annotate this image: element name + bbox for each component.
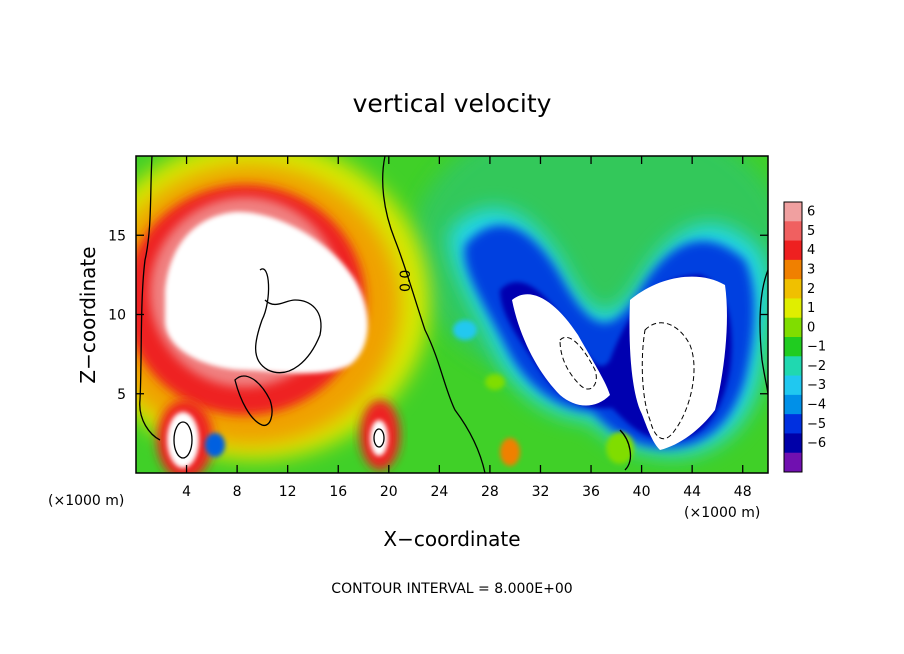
downdraft-core-right: [629, 276, 727, 450]
colorbar-label: −2: [807, 359, 826, 374]
chart-title: vertical velocity: [353, 89, 552, 118]
colorbar-swatch: [784, 394, 802, 415]
velocity-field: [136, 156, 768, 473]
colorbar-swatch: [784, 317, 802, 338]
colorbar-label: 5: [807, 224, 815, 239]
colorbar: 6 5 4 3 2 1 0 −1 −2 −3 −4 −5 −6: [783, 201, 826, 473]
y-tick-label: 10: [108, 308, 126, 324]
colorbar-label: 3: [807, 263, 815, 278]
colorbar-label: 2: [807, 282, 815, 297]
x-axis-ticks: 4 8 12 16 20 24 28 32 36 40 44 48: [182, 156, 752, 500]
colorbar-label: 4: [807, 243, 815, 258]
contour-inner-2: [234, 375, 273, 427]
colorbar-swatch: [784, 298, 802, 319]
x-tick-label: 36: [582, 484, 600, 500]
contour-zero-left: [139, 156, 161, 441]
x-tick-label: 44: [683, 484, 701, 500]
x-tick-label: 28: [481, 484, 499, 500]
x-tick-label: 48: [734, 484, 752, 500]
contour-negative-1: [559, 337, 597, 390]
colorbar-label: −3: [807, 378, 826, 393]
colorbar-swatch: [784, 221, 802, 242]
colorbar-swatch: [784, 337, 802, 357]
colorbar-swatch: [784, 202, 802, 222]
x-tick-label: 24: [430, 484, 448, 500]
x-tick-label: 32: [532, 484, 550, 500]
colorbar-frame: [783, 201, 803, 473]
updraft-core: [165, 211, 368, 374]
colorbar-label: 1: [807, 301, 815, 316]
contour-zero-right: [759, 269, 768, 396]
x-tick-label: 20: [380, 484, 398, 500]
x-unit-label: (×1000 m): [684, 505, 760, 521]
x-tick-label: 12: [279, 484, 297, 500]
contour-plume-2: [373, 428, 385, 448]
colorbar-swatch: [784, 259, 802, 280]
x-tick-label: 8: [233, 484, 242, 500]
x-tick-label: 40: [633, 484, 651, 500]
colorbar-label: −6: [807, 436, 826, 451]
colorbar-swatch: [784, 240, 802, 261]
x-axis-label: X−coordinate: [383, 527, 520, 551]
colorbar-label: −5: [807, 417, 826, 432]
contour-label: 0.0: [398, 270, 414, 292]
y-axis-ticks: 5 10 15: [108, 228, 768, 403]
contour-negative-2: [641, 322, 695, 440]
colorbar-swatch: [784, 375, 802, 396]
colorbar-label: −4: [807, 398, 826, 413]
colorbar-swatch: [784, 279, 802, 299]
y-axis-label: Z−coordinate: [76, 246, 100, 383]
colorbar-swatch: [784, 433, 802, 454]
negative-contours: [559, 322, 695, 440]
y-tick-label: 15: [108, 228, 126, 244]
contour-plume-1: [173, 421, 193, 459]
colorbar-swatch: [784, 452, 802, 473]
y-tick-label: 5: [117, 387, 126, 403]
x-tick-label: 16: [329, 484, 347, 500]
y-unit-label: (×1000 m): [48, 493, 124, 509]
contour-zero-middle: [382, 156, 486, 473]
contour-zero-low: [619, 429, 632, 471]
colorbar-swatch: [784, 356, 802, 377]
colorbar-label: 0: [807, 320, 815, 335]
colorbar-label: 6: [807, 205, 815, 220]
x-tick-label: 4: [182, 484, 191, 500]
contour-inner-1: [254, 268, 322, 374]
contour-lines: [139, 156, 768, 473]
contour-interval-note: CONTOUR INTERVAL = 8.000E+00: [331, 581, 572, 597]
colorbar-swatch: [784, 414, 802, 434]
colorbar-label: −1: [807, 340, 826, 355]
